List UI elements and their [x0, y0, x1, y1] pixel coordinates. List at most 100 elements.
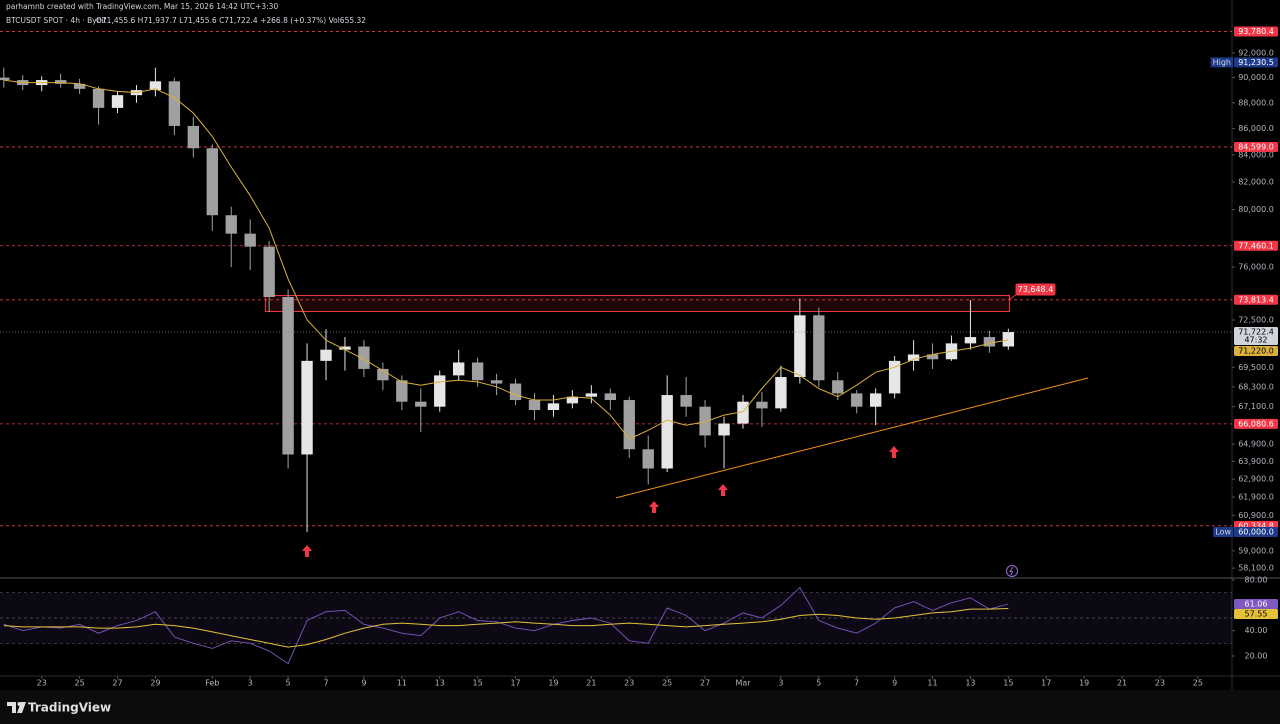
candle-body — [756, 401, 768, 409]
level-label: 60,334.8 — [1238, 521, 1274, 530]
low-marker-label: 60,000.0 — [1238, 528, 1274, 537]
candle-body — [869, 393, 882, 407]
candle-body — [907, 354, 920, 361]
candle-body — [263, 246, 275, 297]
rsi-band — [0, 592, 1232, 644]
x-tick-label: 15 — [1003, 679, 1013, 688]
ohlc: O71,455.6 H71,937.7 L71,455.6 C71,722.4 … — [96, 16, 366, 25]
candle-body — [642, 449, 654, 469]
x-tick-label: 5 — [286, 679, 291, 688]
candle-body — [168, 81, 181, 126]
y-tick-label: 76,000.0 — [1238, 263, 1274, 272]
x-tick-label: 25 — [75, 679, 85, 688]
x-tick-label: 19 — [1079, 679, 1089, 688]
y-tick-label: 61,900.0 — [1238, 493, 1274, 502]
level-label-bg — [1234, 418, 1278, 429]
candle-body — [73, 83, 86, 89]
candle-body — [964, 337, 977, 344]
marker-tag-bg — [1210, 57, 1233, 68]
rsi-y-tick-label: 80.00 — [1245, 576, 1268, 585]
y-tick-label: 59,000.0 — [1238, 546, 1274, 555]
x-tick-label: Mar — [735, 679, 751, 688]
rsi-y-tick-label: 20.00 — [1245, 651, 1268, 660]
trendline — [615, 377, 1089, 499]
x-tick-label: 21 — [1117, 679, 1127, 688]
candle-body — [187, 125, 200, 149]
candle-body — [851, 393, 863, 407]
x-tick-label: 11 — [397, 679, 407, 688]
rsi-last-label: 61.06 — [1245, 600, 1268, 609]
candle-body — [566, 396, 579, 404]
resistance-box — [264, 294, 1010, 312]
level-label-bg — [1234, 294, 1278, 305]
y-tick-label: 84,000.0 — [1238, 150, 1274, 159]
y-tick-label: 67,100.0 — [1238, 402, 1274, 411]
candle-body — [54, 80, 67, 84]
candle-body — [832, 380, 844, 394]
y-tick-label: 82,000.0 — [1238, 177, 1274, 186]
rsi-ma-last-label: 57.55 — [1245, 610, 1268, 619]
x-tick-label: 27 — [700, 679, 710, 688]
candle-body — [604, 393, 616, 401]
arrow — [718, 484, 728, 496]
candle-body — [813, 315, 825, 381]
y-tick-label: 90,000.0 — [1238, 73, 1274, 82]
candle-body — [509, 383, 522, 401]
y-tick-label: 68,300.0 — [1238, 382, 1274, 391]
candle-body — [528, 400, 541, 411]
rsi-y-tick-label: 40.00 — [1245, 626, 1268, 635]
candle-body — [225, 215, 237, 234]
brand-name[interactable]: TradingView — [28, 701, 111, 715]
y-tick-label: 69,500.0 — [1238, 363, 1274, 372]
x-tick-label: Feb — [205, 679, 219, 688]
y-tick-label: 92,000.0 — [1238, 48, 1274, 57]
y-tick-label: 63,900.0 — [1238, 457, 1274, 466]
ma-last-label: 71,220.0 — [1238, 347, 1274, 356]
rsi-line — [3, 586, 1009, 665]
x-tick-label: 9 — [361, 679, 366, 688]
candle-body — [339, 346, 351, 350]
candle-body — [377, 368, 389, 381]
level-label-bg — [1234, 240, 1278, 251]
candle-body — [111, 95, 124, 108]
level-label-bg — [1234, 26, 1278, 37]
level-label: 84,599.0 — [1238, 142, 1274, 151]
level-label: 73,813.4 — [1238, 295, 1274, 304]
candle-body — [547, 403, 560, 411]
candle-body — [983, 337, 996, 347]
x-tick-label: 13 — [965, 679, 975, 688]
candle-body — [92, 88, 105, 108]
candle-body — [149, 81, 162, 91]
x-tick-label: 11 — [927, 679, 937, 688]
high-marker-label-bg — [1234, 57, 1278, 68]
x-tick-label: 15 — [473, 679, 483, 688]
level-label: 93,780.4 — [1238, 27, 1274, 36]
arrow — [302, 545, 312, 557]
ma-last-label-bg — [1234, 346, 1278, 357]
box-label: 73,648.4 — [1018, 285, 1054, 294]
x-tick-label: 23 — [624, 679, 634, 688]
candle-body — [490, 380, 503, 384]
current-price-bg — [1234, 327, 1278, 346]
rsi-ma-line — [3, 608, 1009, 648]
x-tick-label: 13 — [435, 679, 445, 688]
candle-body — [396, 380, 408, 402]
x-tick-label: 27 — [112, 679, 122, 688]
high-marker-tag: High — [1213, 58, 1231, 67]
x-tick-label: 5 — [816, 679, 821, 688]
candle-body — [320, 349, 332, 361]
x-tick-label: 25 — [1193, 679, 1203, 688]
alert-circle[interactable] — [1006, 565, 1018, 577]
brand[interactable]: TradingView — [7, 701, 111, 715]
alert-icon[interactable] — [1006, 565, 1018, 577]
ma-line — [3, 79, 1009, 440]
low-marker-tag: Low — [1215, 528, 1231, 537]
y-tick-label: 86,000.0 — [1238, 124, 1274, 133]
x-tick-label: 17 — [510, 679, 520, 688]
rsi-ma-last-label-bg — [1234, 609, 1278, 620]
x-tick-label: 23 — [37, 679, 47, 688]
level-label: 66,080.6 — [1238, 419, 1274, 428]
x-tick-label: 23 — [1155, 679, 1165, 688]
candle-body — [585, 393, 598, 397]
